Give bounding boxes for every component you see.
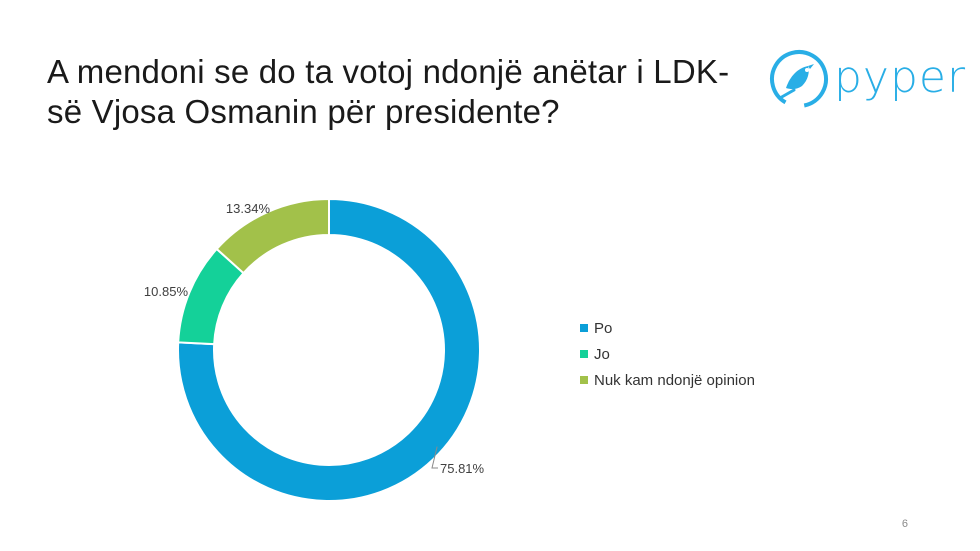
legend-label: Nuk kam ndonjë opinion [594, 371, 755, 389]
legend-label: Po [594, 319, 613, 337]
logo-text: pyper [834, 52, 967, 103]
slide-title: A mendoni se do ta votoj ndonjë anëtar i… [47, 53, 730, 130]
legend-label: Jo [594, 345, 610, 363]
legend-item-po: Po [580, 315, 755, 341]
legend-swatch [580, 324, 588, 332]
data-label-slice-po: 75.81% [440, 461, 485, 476]
label-leader-line [431, 446, 438, 469]
data-label-slice-jo: 10.85% [144, 284, 189, 299]
bird-icon [770, 50, 828, 108]
slice-no-opinion [215, 197, 330, 275]
chart-legend: Po Jo Nuk kam ndonjë opinion [580, 315, 755, 393]
page-number: 6 [901, 518, 908, 530]
pyper-logo: pyper [768, 48, 965, 118]
slice-po [177, 197, 481, 502]
legend-swatch [580, 350, 588, 358]
data-label-slice-no-opinion: 13.34% [226, 201, 271, 216]
legend-item-jo: Jo [580, 341, 755, 367]
legend-item-no-opinion: Nuk kam ndonjë opinion [580, 367, 755, 393]
legend-swatch [580, 376, 588, 384]
